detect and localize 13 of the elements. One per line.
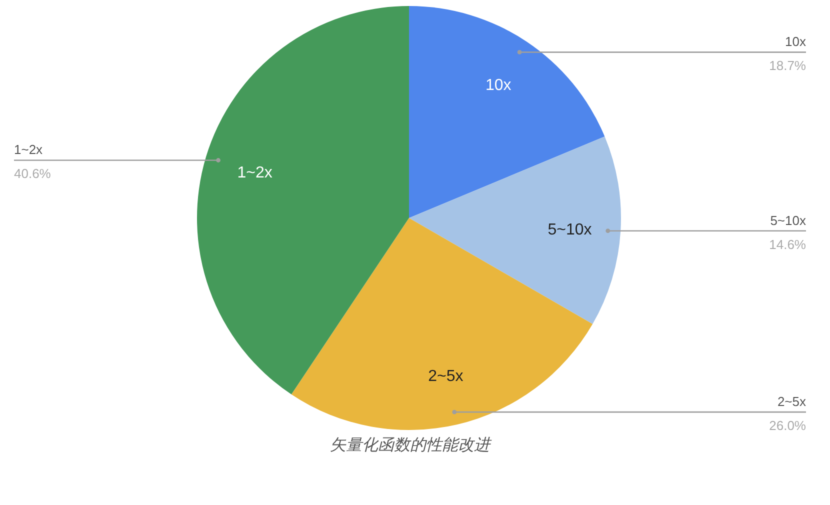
data-label: 26.0% <box>769 418 806 434</box>
slice-label: 5~10x <box>548 221 592 238</box>
data-label: 18.7% <box>769 58 806 74</box>
title: 矢量化函数的性能改进 <box>330 437 490 454</box>
data-label: 40.6% <box>14 166 52 182</box>
slice-label: 1~2x <box>14 142 44 158</box>
slice-label: 2~5x <box>777 394 806 410</box>
slice-label: 10x <box>485 76 512 94</box>
data-label: 14.6% <box>769 236 806 252</box>
slice-label: 1~2x <box>237 164 272 182</box>
slice-label: 2~5x <box>428 368 464 385</box>
slice-label: 5~10x <box>770 212 806 228</box>
slice-label: 10x <box>785 34 806 50</box>
